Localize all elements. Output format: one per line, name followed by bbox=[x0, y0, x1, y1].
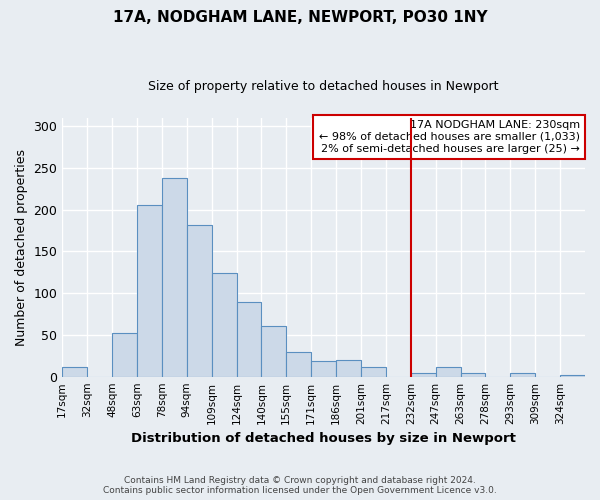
Bar bbox=[411, 372, 436, 376]
Title: Size of property relative to detached houses in Newport: Size of property relative to detached ho… bbox=[148, 80, 499, 93]
Text: Contains HM Land Registry data © Crown copyright and database right 2024.
Contai: Contains HM Land Registry data © Crown c… bbox=[103, 476, 497, 495]
Bar bbox=[286, 352, 311, 376]
Bar bbox=[361, 368, 386, 376]
Bar bbox=[187, 224, 212, 376]
Text: 17A, NODGHAM LANE, NEWPORT, PO30 1NY: 17A, NODGHAM LANE, NEWPORT, PO30 1NY bbox=[113, 10, 487, 25]
Bar bbox=[511, 372, 535, 376]
Bar bbox=[262, 326, 286, 376]
Bar bbox=[236, 302, 262, 376]
Bar bbox=[137, 206, 162, 376]
Y-axis label: Number of detached properties: Number of detached properties bbox=[15, 148, 28, 346]
Bar bbox=[112, 334, 137, 376]
Bar bbox=[62, 368, 87, 376]
Bar bbox=[336, 360, 361, 376]
Text: 17A NODGHAM LANE: 230sqm
← 98% of detached houses are smaller (1,033)
2% of semi: 17A NODGHAM LANE: 230sqm ← 98% of detach… bbox=[319, 120, 580, 154]
Bar bbox=[311, 361, 336, 376]
Bar bbox=[436, 366, 461, 376]
X-axis label: Distribution of detached houses by size in Newport: Distribution of detached houses by size … bbox=[131, 432, 516, 445]
Bar bbox=[162, 178, 187, 376]
Bar bbox=[560, 375, 585, 376]
Bar bbox=[212, 273, 236, 376]
Bar bbox=[461, 374, 485, 376]
